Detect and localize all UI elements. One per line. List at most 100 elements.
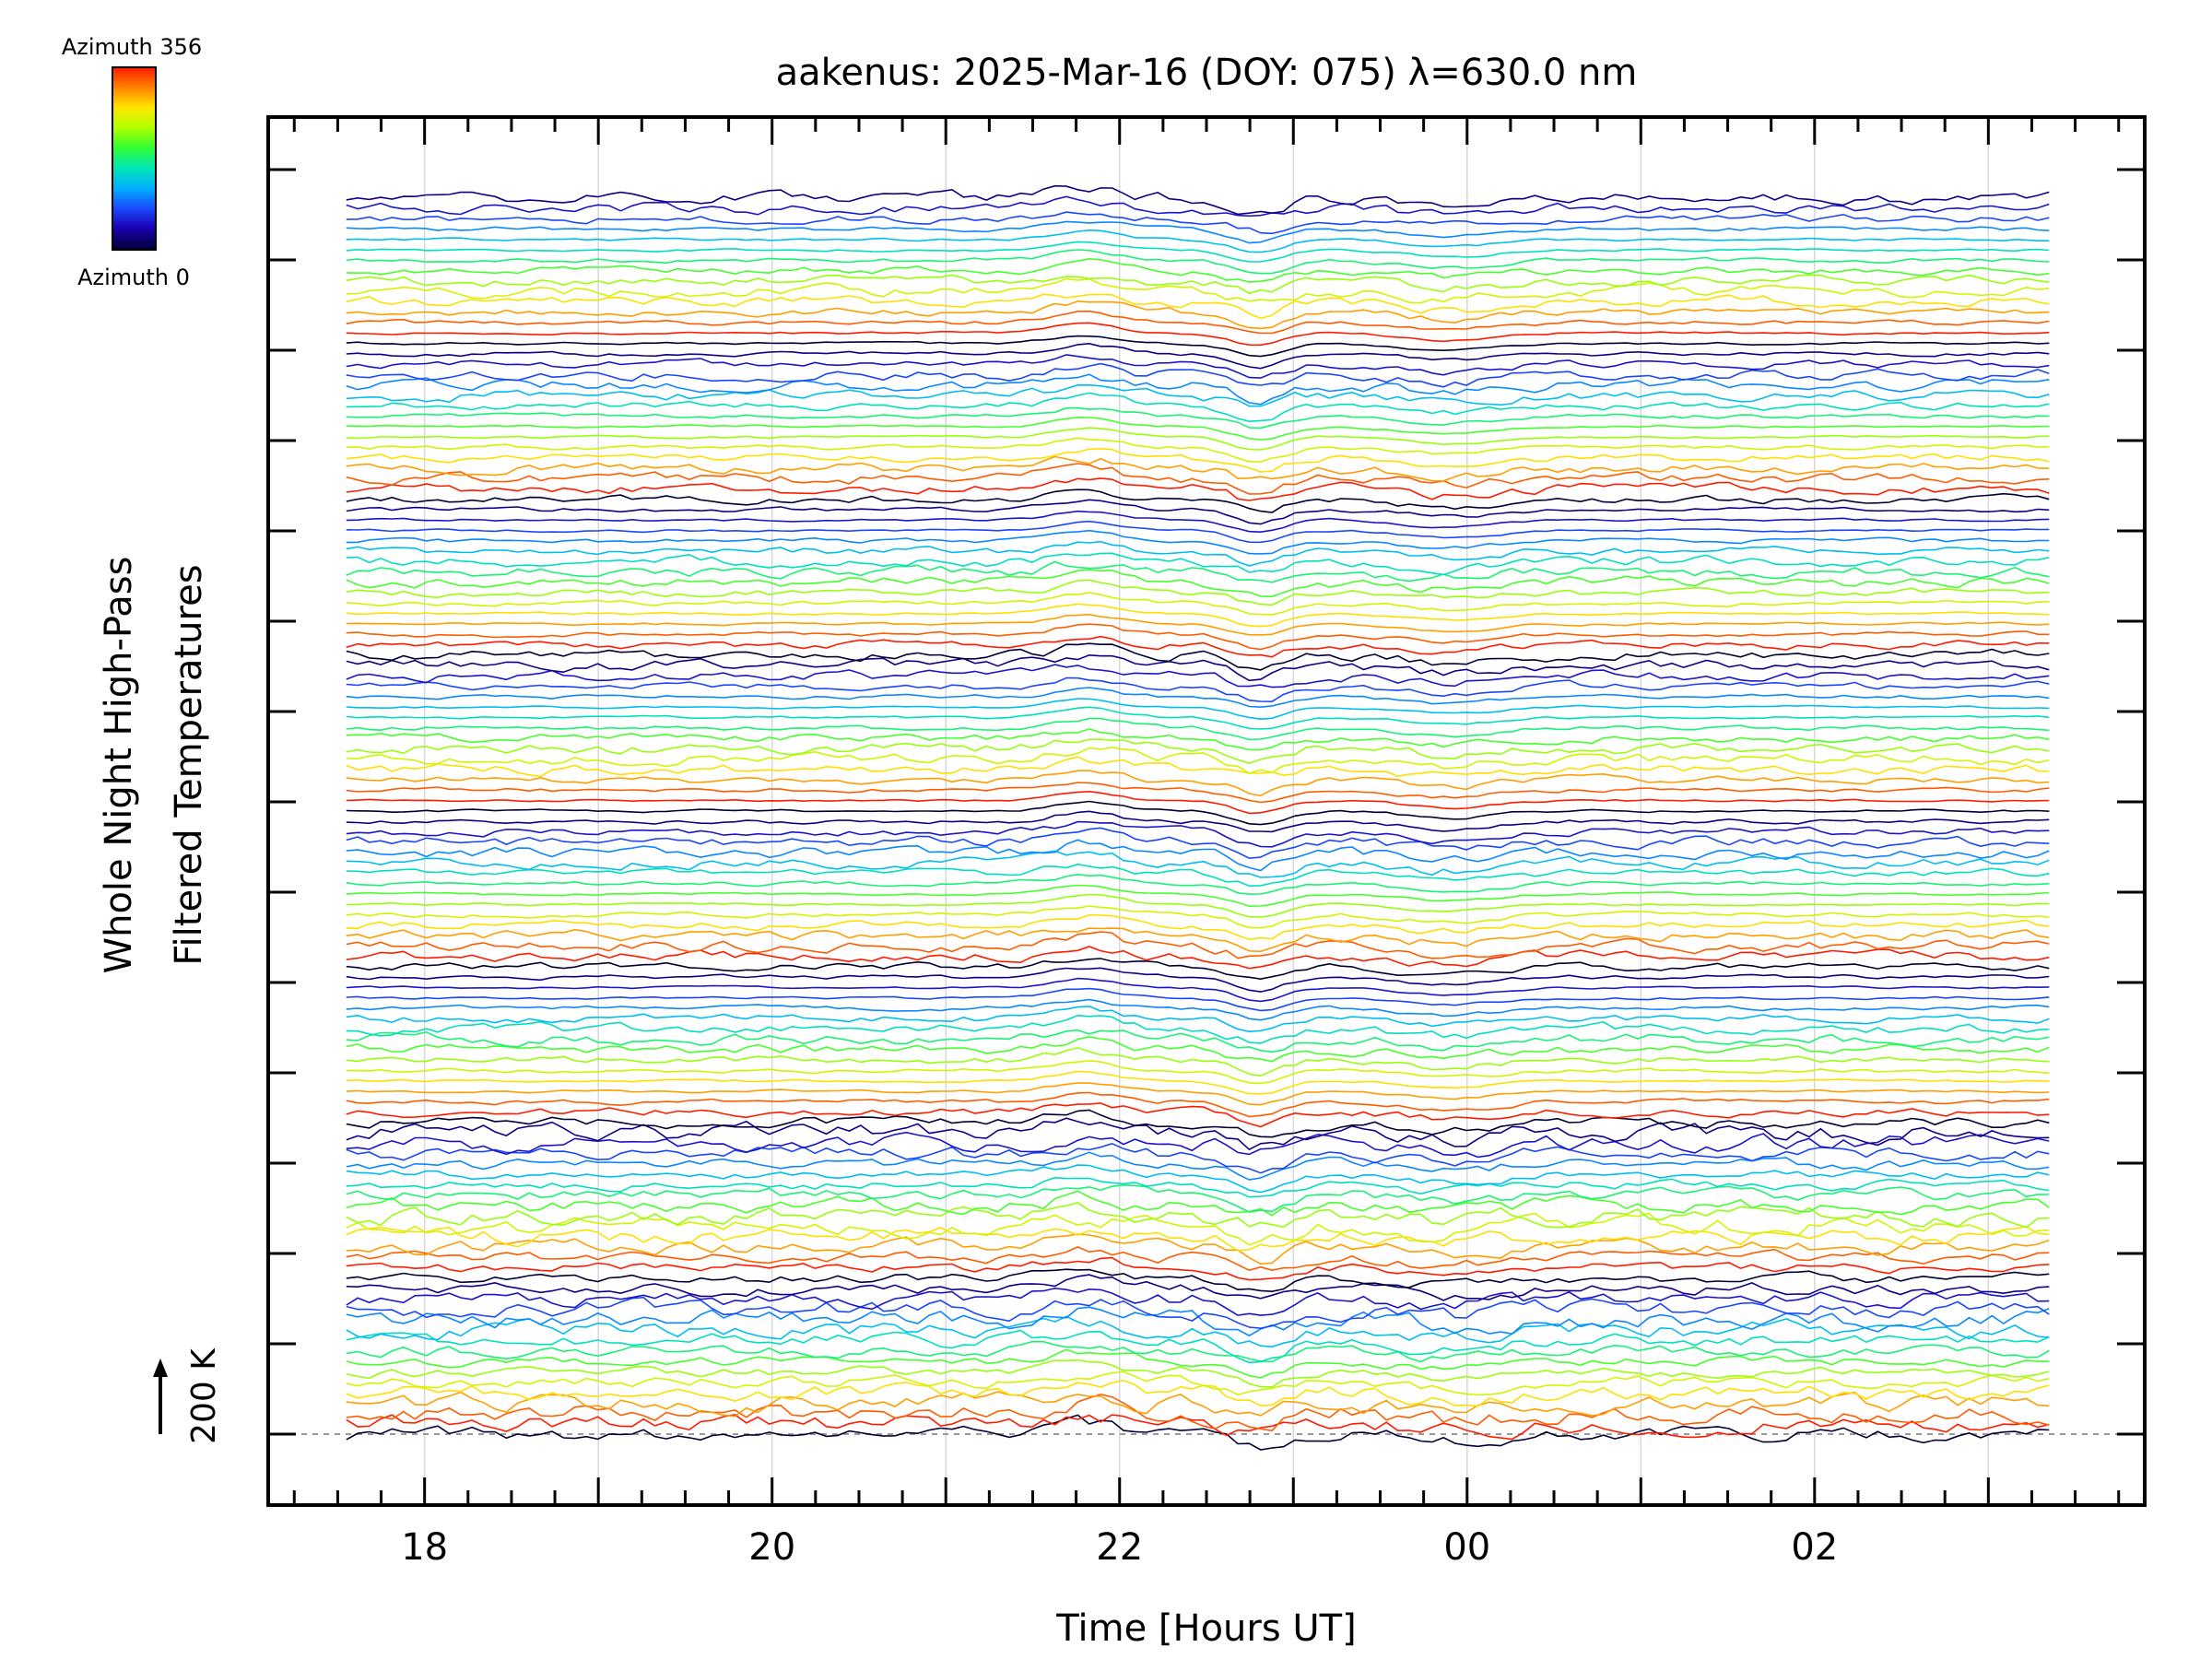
series-line <box>346 884 2050 908</box>
series-line <box>346 820 2050 848</box>
series-line <box>346 987 2050 1012</box>
series-line <box>346 653 2050 682</box>
series-line <box>346 1414 2050 1451</box>
series-line <box>346 946 2050 970</box>
series-line <box>346 1082 2050 1106</box>
axis-ticks <box>268 117 2145 1505</box>
series-line <box>346 1131 2050 1159</box>
series-line <box>346 756 2050 778</box>
series-line <box>346 1329 2050 1364</box>
colorbar-bottom-label: Azimuth 0 <box>77 265 190 290</box>
series-line <box>346 1391 2050 1418</box>
series-line <box>346 863 2050 888</box>
series-line <box>346 488 2050 513</box>
series-line <box>346 1274 2050 1301</box>
series-line <box>346 827 2050 860</box>
series-line <box>346 664 2050 688</box>
series-line <box>346 362 2050 388</box>
series-line <box>346 540 2050 567</box>
series-line <box>346 257 2050 283</box>
series-line <box>346 977 2050 1003</box>
series-line <box>346 1348 2050 1379</box>
series-line <box>346 184 2050 216</box>
series-line <box>346 770 2050 797</box>
series-line <box>346 1296 2050 1330</box>
y-axis-label-line1: Whole Night High-Pass <box>98 557 140 974</box>
series-line <box>346 437 2050 463</box>
x-tick-label: 18 <box>401 1526 448 1569</box>
series-line <box>346 1202 2050 1229</box>
series-line <box>346 354 2050 379</box>
series-line <box>346 1413 2050 1441</box>
series-line <box>346 958 2050 981</box>
x-tick-labels: 18 20 22 00 02 <box>401 1526 1838 1569</box>
series-line <box>346 277 2050 304</box>
series-line <box>346 552 2050 576</box>
series-line <box>346 1256 2050 1281</box>
series-line <box>346 839 2050 872</box>
series-line <box>346 1014 2050 1044</box>
series-line <box>346 1212 2050 1246</box>
series-line <box>346 1047 2050 1077</box>
series-line <box>346 293 2050 320</box>
series-line <box>346 727 2050 751</box>
colorbar: Azimuth 356 Azimuth 0 <box>62 34 202 290</box>
series-line <box>346 1142 2050 1174</box>
scale-label: 200 K <box>185 1347 223 1444</box>
series-line <box>346 229 2050 253</box>
series-line <box>346 927 2050 953</box>
series-line <box>346 873 2050 896</box>
series-line <box>346 447 2050 473</box>
series-line <box>346 335 2050 358</box>
series-line <box>346 300 2050 330</box>
series-line <box>346 1246 2050 1272</box>
series-line <box>346 220 2050 244</box>
series-line <box>346 1359 2050 1388</box>
series-group <box>346 184 2050 1451</box>
series-line <box>346 905 2050 929</box>
series-line <box>346 1306 2050 1337</box>
series-line <box>346 1117 2050 1151</box>
series-line <box>346 1371 2050 1396</box>
series-line <box>346 747 2050 774</box>
series-line <box>346 211 2050 235</box>
colorbar-top-label: Azimuth 356 <box>62 34 202 60</box>
series-line <box>346 322 2050 347</box>
series-line <box>346 698 2050 721</box>
series-line <box>346 1029 2050 1053</box>
series-line <box>346 342 2050 370</box>
series-line <box>346 850 2050 878</box>
series-line <box>346 790 2050 815</box>
series-line <box>346 603 2050 628</box>
x-tick-label: 22 <box>1096 1526 1143 1569</box>
series-line <box>346 998 2050 1021</box>
series-line <box>346 800 2050 826</box>
scale-arrow-head <box>153 1359 168 1377</box>
series-line <box>346 249 2050 275</box>
series-line <box>346 274 2050 295</box>
series-line <box>346 569 2050 598</box>
series-line <box>346 1394 2050 1432</box>
series-line <box>346 1036 2050 1063</box>
series-line <box>346 623 2050 651</box>
series-line <box>346 510 2050 534</box>
series-line <box>346 810 2050 833</box>
series-line <box>346 1183 2050 1213</box>
series-line <box>346 416 2050 441</box>
series-line <box>346 373 2050 406</box>
series-line <box>346 392 2050 423</box>
series-line <box>346 1070 2050 1095</box>
series-line <box>346 1164 2050 1194</box>
series-line <box>346 1315 2050 1348</box>
series-line <box>346 241 2050 263</box>
series-line <box>346 967 2050 993</box>
series-line <box>346 1379 2050 1407</box>
series-line <box>346 782 2050 804</box>
series-line <box>346 477 2050 501</box>
x-tick-label: 00 <box>1443 1526 1490 1569</box>
chart-title: aakenus: 2025-Mar-16 (DOY: 075) λ=630.0 … <box>776 52 1638 94</box>
series-line <box>346 560 2050 583</box>
series-line <box>346 738 2050 765</box>
series-line <box>346 1109 2050 1138</box>
